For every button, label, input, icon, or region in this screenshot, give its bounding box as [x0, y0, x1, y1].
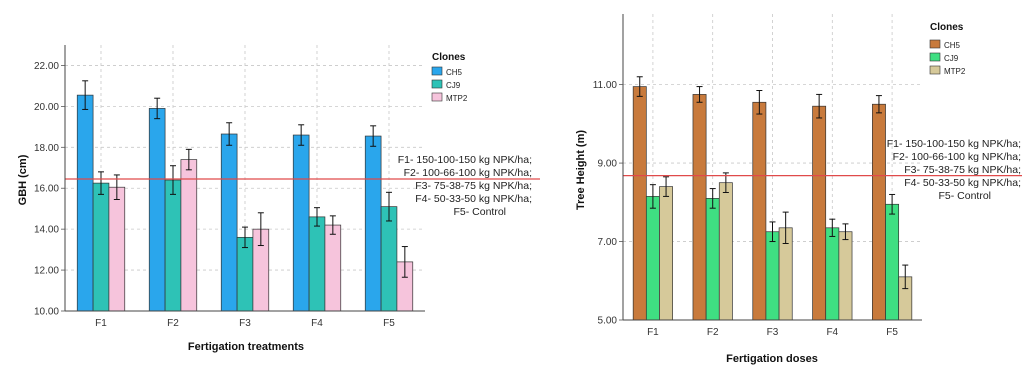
tree-height-legend-swatch-cj9	[929, 52, 941, 62]
gbh-x-ticks: F1 F2 F3 F4 F5	[95, 318, 395, 329]
gbh-error-bars	[82, 80, 408, 278]
tree-height-bar-cj9-f3	[765, 231, 780, 321]
gbh-legend: Clones CH5 CJ9 MTP2	[431, 52, 468, 103]
gbh-chart: 10.00 12.00 14.00 16.00 18.00 20.00 22.00 F1 F2…	[17, 45, 540, 353]
tree-height-bar-ch5-f1	[632, 86, 647, 321]
gbh-note-f1: F1- 150-100-150 kg NPK/ha;	[398, 154, 532, 166]
gbh-y-tick-label: 12.00	[34, 266, 59, 277]
gbh-bar-cj9-f4	[308, 216, 326, 312]
gbh-bar-ch5-f4	[292, 134, 310, 312]
tree-height-y-tick-label: 9.00	[598, 159, 618, 170]
tree-height-error-bars	[636, 76, 909, 290]
tree-height-bar-mtp2-f2	[718, 182, 733, 321]
tree-height-bars	[632, 86, 913, 321]
gbh-y-tick-label: 20.00	[34, 102, 59, 113]
gbh-legend-label-ch5: CH5	[446, 68, 463, 77]
gbh-note-f4: F4- 50-33-50 kg NPK/ha;	[415, 193, 532, 205]
tree-height-bar-ch5-f2	[692, 94, 707, 321]
gbh-axes	[64, 45, 425, 312]
gbh-legend-swatch-cj9	[431, 79, 443, 89]
gbh-legend-label-cj9: CJ9	[446, 81, 461, 90]
gbh-bar-ch5-f2	[148, 108, 166, 312]
gbh-legend-swatch-mtp2	[431, 92, 443, 102]
tree-height-x-tick-label: F3	[767, 327, 779, 338]
gbh-x-tick-label: F1	[95, 318, 107, 329]
tree-height-x-tick-label: F1	[647, 327, 659, 338]
tree-height-x-tick-label: F2	[707, 327, 719, 338]
tree-height-bar-cj9-f4	[825, 227, 840, 321]
tree-height-bar-cj9-f5	[885, 203, 900, 321]
tree-height-x-axis-title: Fertigation doses	[726, 353, 818, 365]
tree-height-note-f1: F1- 150-100-150 kg NPK/ha;	[887, 138, 1021, 150]
tree-height-bar-cj9-f2	[705, 198, 720, 321]
tree-height-legend-swatch-mtp2	[929, 65, 941, 75]
gbh-x-tick-label: F4	[311, 318, 323, 329]
gbh-x-tick-label: F5	[383, 318, 395, 329]
tree-height-bar-mtp2-f4	[838, 231, 853, 321]
gbh-bar-cj9-f1	[92, 182, 110, 312]
gbh-note-f3: F3- 75-38-75 kg NPK/ha;	[415, 180, 532, 192]
tree-height-x-tick-label: F5	[886, 327, 898, 338]
gbh-bar-ch5-f3	[220, 133, 238, 312]
tree-height-chart: 5.00 7.00 9.00 11.00 F1 F2 F3 F4 F5 Tree Height…	[575, 14, 1022, 365]
gbh-x-axis-title: Fertigation treatments	[188, 341, 304, 353]
tree-height-legend-label-ch5: CH5	[944, 41, 961, 50]
gbh-bar-cj9-f3	[236, 236, 254, 312]
gbh-note-f2: F2- 100-66-100 kg NPK/ha;	[404, 167, 532, 179]
tree-height-y-axis-title: Tree Height (m)	[575, 130, 587, 210]
gbh-treatment-notes: F1- 150-100-150 kg NPK/ha; F2- 100-66-10…	[398, 154, 532, 218]
gbh-legend-title: Clones	[432, 52, 466, 63]
tree-height-legend-title: Clones	[930, 22, 964, 33]
tree-height-bar-mtp2-f1	[659, 186, 673, 321]
gbh-legend-label-mtp2: MTP2	[446, 94, 468, 103]
tree-height-treatment-notes: F1- 150-100-150 kg NPK/ha; F2- 100-66-10…	[887, 138, 1021, 202]
tree-height-y-ticks: 5.00 7.00 9.00 11.00	[593, 80, 623, 327]
gbh-bar-mtp2-f1	[108, 186, 126, 312]
tree-height-axes	[622, 14, 922, 321]
tree-height-note-f3: F3- 75-38-75 kg NPK/ha;	[904, 164, 1021, 176]
gbh-x-tick-label: F2	[167, 318, 179, 329]
tree-height-note-f5: F5- Control	[938, 190, 991, 202]
gbh-y-tick-label: 14.00	[34, 225, 59, 236]
tree-height-bar-ch5-f5	[872, 103, 886, 321]
gbh-bar-mtp2-f2	[180, 159, 198, 312]
tree-height-note-f2: F2- 100-66-100 kg NPK/ha;	[893, 151, 1021, 163]
tree-height-legend-swatch-ch5	[929, 39, 941, 49]
tree-height-x-tick-label: F4	[826, 327, 838, 338]
gbh-note-f5: F5- Control	[453, 206, 506, 218]
tree-height-legend: Clones CH5 CJ9 MTP2	[929, 22, 966, 76]
tree-height-x-ticks: F1 F2 F3 F4 F5	[647, 327, 898, 338]
tree-height-y-tick-label: 11.00	[593, 80, 618, 91]
gbh-y-axis-title: GBH (cm)	[17, 154, 29, 205]
tree-height-legend-label-mtp2: MTP2	[944, 67, 966, 76]
gbh-y-tick-label: 16.00	[34, 184, 59, 195]
tree-height-bar-ch5-f3	[752, 101, 767, 321]
gbh-bar-cj9-f2	[164, 179, 182, 312]
gbh-bar-ch5-f5	[364, 135, 382, 312]
gbh-bar-mtp2-f4	[324, 224, 342, 312]
gbh-bars	[76, 94, 414, 312]
gbh-y-tick-label: 18.00	[34, 143, 59, 154]
tree-height-y-tick-label: 7.00	[598, 237, 618, 248]
gbh-y-ticks: 10.00 12.00 14.00 16.00 18.00 20.00 22.00	[34, 61, 65, 318]
gbh-bar-ch5-f1	[76, 94, 94, 312]
gbh-y-tick-label: 10.00	[34, 307, 59, 318]
tree-height-note-f4: F4- 50-33-50 kg NPK/ha;	[904, 177, 1021, 189]
gbh-x-tick-label: F3	[239, 318, 251, 329]
tree-height-legend-label-cj9: CJ9	[944, 54, 959, 63]
gbh-bar-cj9-f5	[380, 206, 398, 312]
tree-height-y-tick-label: 5.00	[598, 316, 618, 327]
tree-height-bar-ch5-f4	[812, 105, 827, 321]
gbh-y-tick-label: 22.00	[34, 61, 59, 72]
gbh-legend-swatch-ch5	[431, 66, 443, 76]
tree-height-bar-cj9-f1	[645, 196, 660, 321]
